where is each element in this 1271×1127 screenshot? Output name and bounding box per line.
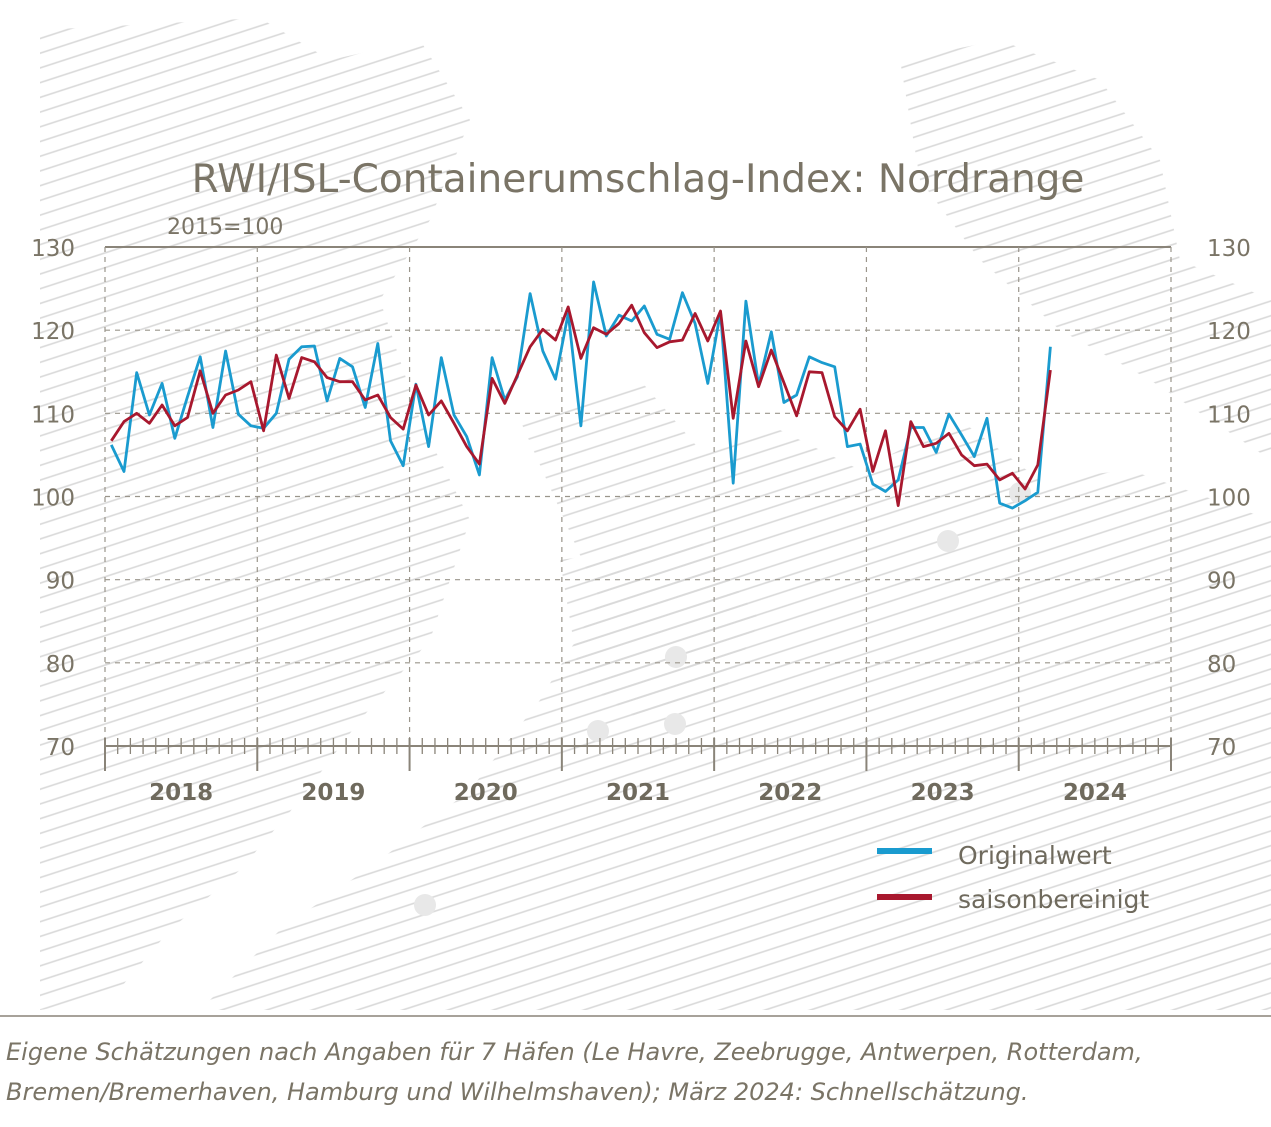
y-tick-label-right: 110 <box>1207 402 1251 428</box>
map-land-east <box>200 380 1271 1010</box>
grid <box>104 246 1172 746</box>
x-axis: 2018 2019 2020 2021 2022 2023 2024 <box>104 738 1172 806</box>
y-tick-label-left: 120 <box>31 319 75 345</box>
map-city-dot <box>664 713 686 735</box>
series <box>110 280 1052 510</box>
y-tick-label-left: 130 <box>31 236 75 262</box>
x-tick-label-year: 2023 <box>911 780 975 806</box>
legend-label-adjusted: saisonbereinigt <box>958 885 1149 914</box>
chart-subtitle: 2015=100 <box>167 215 283 240</box>
map-city-dot <box>414 894 436 916</box>
series-line-saisonbereinigt <box>110 303 1052 508</box>
y-tick-label-left: 90 <box>46 569 75 595</box>
x-tick-label-year: 2018 <box>149 780 213 806</box>
y-tick-label-left: 110 <box>31 402 75 428</box>
map-land-north <box>900 40 1271 460</box>
y-tick-label-right: 80 <box>1207 652 1236 678</box>
legend-label-original: Originalwert <box>958 841 1112 870</box>
y-tick-label-left: 100 <box>31 486 75 512</box>
source-note-line-2: Bremen/Bremerhaven, Hamburg und Wilhelms… <box>6 1078 1029 1106</box>
y-tick-label-left: 80 <box>46 652 75 678</box>
chart-title: RWI/ISL-Containerumschlag-Index: Nordran… <box>192 157 1085 202</box>
y-tick-label-right: 90 <box>1207 569 1236 595</box>
x-tick-label-year: 2019 <box>301 780 365 806</box>
map-background <box>40 18 1271 1010</box>
map-city-dot <box>665 646 687 668</box>
x-tick-label-year: 2022 <box>758 780 822 806</box>
y-tick-label-left: 70 <box>46 735 75 761</box>
x-tick-label-year: 2020 <box>454 780 518 806</box>
x-tick-label-year: 2021 <box>606 780 670 806</box>
map-land-south <box>560 540 760 720</box>
y-tick-label-right: 70 <box>1207 735 1236 761</box>
legend: Originalwert saisonbereinigt <box>877 841 1149 914</box>
y-tick-label-right: 100 <box>1207 486 1251 512</box>
map-city-dot <box>587 720 609 742</box>
y-tick-label-right: 120 <box>1207 319 1251 345</box>
y-axis-ticks: 70 70 80 80 90 90 100 100 110 110 120 120 130 130 <box>31 236 1251 761</box>
map-land-west <box>40 18 470 1010</box>
x-tick-label-year: 2024 <box>1063 780 1127 806</box>
map-city-dot <box>937 530 959 552</box>
y-tick-label-right: 130 <box>1207 236 1251 262</box>
source-note-line-1: Eigene Schätzungen nach Angaben für 7 Hä… <box>6 1038 1143 1066</box>
